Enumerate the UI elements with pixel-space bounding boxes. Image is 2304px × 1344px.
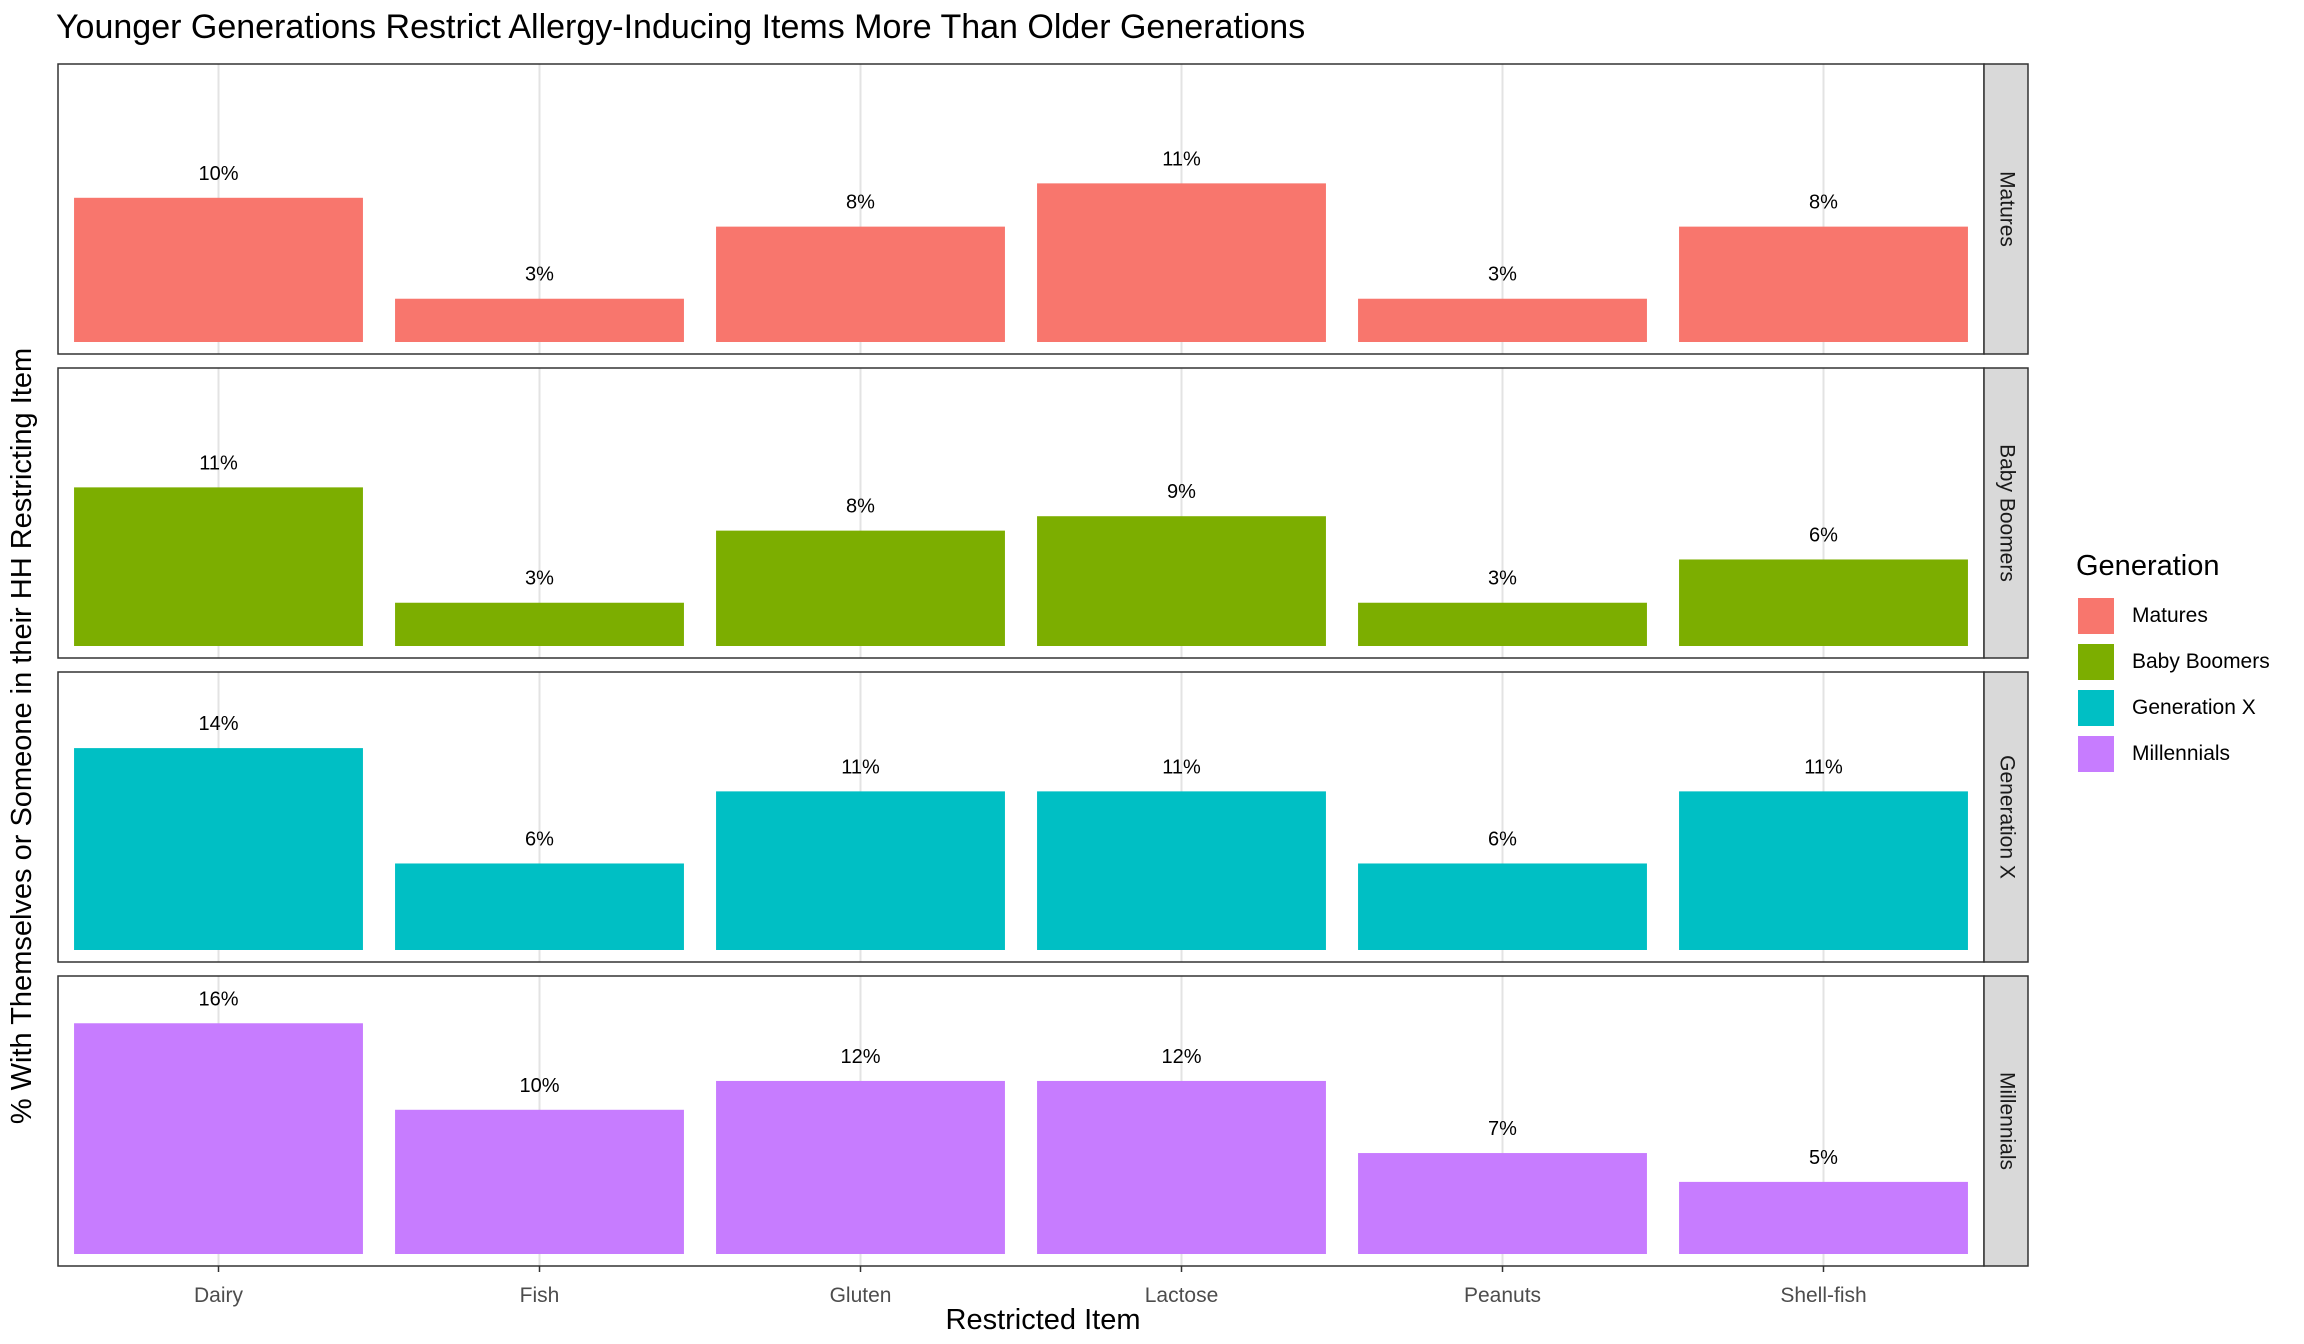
- x-axis-title: Restricted Item: [945, 1304, 1141, 1336]
- panel-background: [58, 672, 1984, 962]
- bar: [1358, 602, 1647, 646]
- facet-label: Matures: [1995, 171, 2018, 247]
- bar: [1037, 791, 1326, 950]
- data-label: 10%: [519, 1075, 559, 1097]
- bar: [1037, 1080, 1326, 1254]
- data-label: 3%: [1488, 568, 1517, 590]
- facet-strip: [1983, 975, 2029, 1267]
- bar: [1679, 791, 1968, 950]
- legend-item: Matures: [2076, 593, 2270, 639]
- legend-label: Baby Boomers: [2132, 650, 2270, 673]
- x-tick-label: Gluten: [830, 1284, 892, 1307]
- legend-item: Generation X: [2076, 685, 2270, 731]
- data-label: 12%: [1161, 1046, 1201, 1068]
- data-label: 6%: [525, 828, 554, 850]
- bar: [74, 487, 363, 646]
- legend-title: Generation: [2076, 550, 2220, 582]
- data-label: 12%: [840, 1046, 880, 1068]
- bar: [395, 602, 684, 646]
- facet-label: Generation X: [1995, 755, 2018, 879]
- data-label: 5%: [1809, 1147, 1838, 1169]
- legend-swatch: [2076, 688, 2116, 728]
- panel-background: [58, 976, 1984, 1266]
- data-label: 6%: [1809, 524, 1838, 546]
- data-label: 8%: [846, 496, 875, 518]
- bar: [1679, 559, 1968, 646]
- bar: [1358, 298, 1647, 342]
- x-tick-label: Shell-fish: [1780, 1284, 1866, 1307]
- data-label: 3%: [525, 568, 554, 590]
- data-label: 3%: [1488, 264, 1517, 286]
- bar: [1679, 1181, 1968, 1254]
- data-label: 16%: [198, 988, 238, 1010]
- bar: [1358, 1153, 1647, 1254]
- data-label: 9%: [1167, 481, 1196, 503]
- bar: [395, 298, 684, 342]
- legend-label: Millennials: [2132, 742, 2231, 765]
- bar: [1037, 183, 1326, 342]
- x-tick-label: Dairy: [194, 1284, 244, 1307]
- legend-item: Millennials: [2076, 731, 2270, 777]
- legend-swatch: [2076, 642, 2116, 682]
- bar: [1679, 226, 1968, 342]
- data-label: 11%: [1162, 148, 1201, 170]
- facet-label: Millennials: [1995, 1072, 2018, 1170]
- data-label: 8%: [846, 192, 875, 214]
- data-label: 8%: [1809, 192, 1838, 214]
- panel-background: [58, 64, 1984, 354]
- bar: [74, 1023, 363, 1254]
- data-label: 11%: [199, 452, 238, 474]
- x-tick-label: Peanuts: [1464, 1284, 1541, 1307]
- bar: [1037, 516, 1326, 646]
- data-label: 7%: [1488, 1118, 1517, 1140]
- data-label: 11%: [1162, 756, 1201, 778]
- facet-strip: [1983, 671, 2029, 963]
- data-label: 11%: [841, 756, 880, 778]
- data-label: 11%: [1804, 756, 1843, 778]
- bar: [395, 1109, 684, 1254]
- data-label: 14%: [198, 713, 238, 735]
- legend: Generation Matures Baby Boomers Generation…: [2076, 550, 2270, 777]
- bar: [716, 530, 1005, 646]
- x-tick-label: Fish: [520, 1284, 560, 1307]
- legend-item: Baby Boomers: [2076, 639, 2270, 685]
- chart-title: Younger Generations Restrict Allergy-Ind…: [56, 8, 1306, 46]
- facet-strip: [1983, 63, 2029, 355]
- legend-swatch: [2076, 734, 2116, 774]
- bar: [716, 1080, 1005, 1254]
- data-label: 6%: [1488, 828, 1517, 850]
- bar: [1358, 863, 1647, 950]
- facet-label: Baby Boomers: [1995, 444, 2018, 582]
- data-label: 3%: [525, 264, 554, 286]
- x-tick-label: Lactose: [1145, 1284, 1219, 1307]
- bar: [74, 197, 363, 342]
- bar: [716, 226, 1005, 342]
- legend-label: Matures: [2132, 604, 2208, 627]
- bar: [395, 863, 684, 950]
- bar: [74, 748, 363, 950]
- panel-background: [58, 368, 1984, 658]
- facet-strip: [1983, 367, 2029, 659]
- y-axis-title: % With Themselves or Someone in their HH…: [6, 347, 38, 1125]
- bar: [716, 791, 1005, 950]
- legend-swatch: [2076, 596, 2116, 636]
- data-label: 10%: [198, 163, 238, 185]
- legend-label: Generation X: [2132, 696, 2256, 719]
